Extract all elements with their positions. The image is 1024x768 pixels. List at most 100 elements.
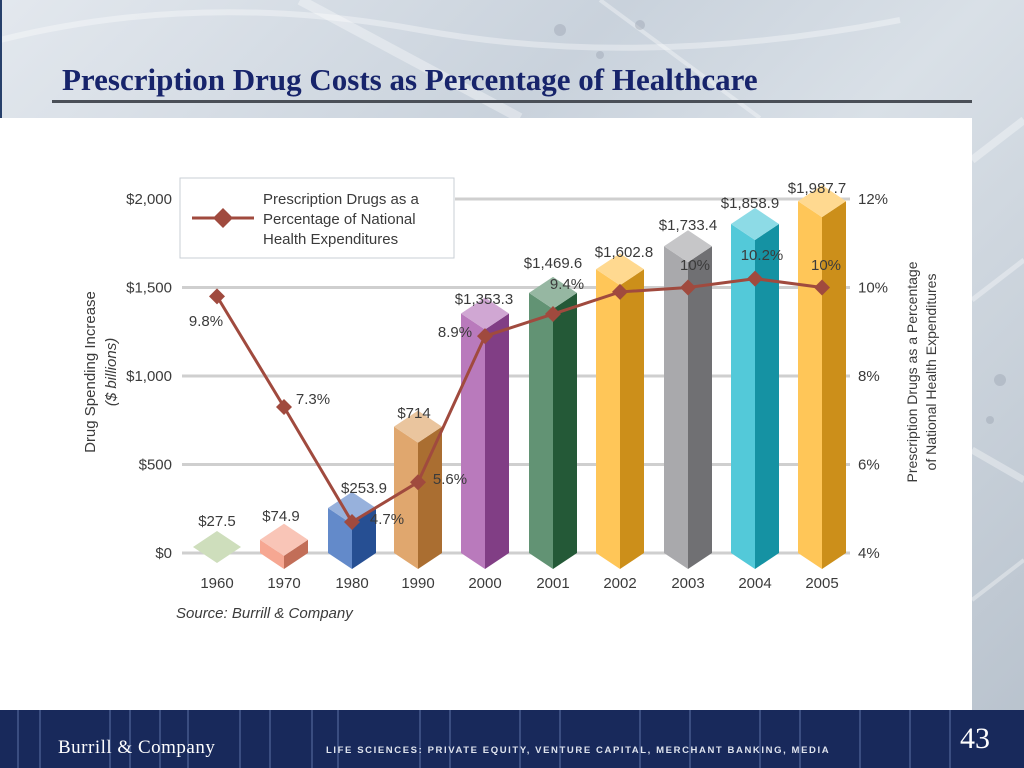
bar-2004: [731, 207, 779, 569]
bar-value-label: $1,987.7: [788, 180, 846, 197]
percentage-line: [209, 270, 830, 531]
right-axis-title-line-1: Prescription Drugs as a Percentage: [904, 261, 920, 482]
line-value-label: 4.7%: [370, 511, 404, 528]
right-tick-label: 12%: [858, 191, 888, 208]
left-tick-label: $0: [155, 545, 172, 562]
bar-value-label: $27.5: [198, 513, 236, 530]
bar-face-right: [553, 292, 577, 569]
slide-title: Prescription Drug Costs as Percentage of…: [62, 62, 758, 97]
line-marker-2003: [680, 279, 696, 296]
bar-top: [731, 207, 779, 240]
bar-top: [193, 531, 241, 563]
bar-value-label: $74.9: [262, 508, 300, 525]
percentage-line-path: [215, 277, 823, 525]
left-axis-title: Drug Spending Increase ($ billions): [82, 291, 120, 453]
bar-face-right: [418, 426, 442, 569]
line-value-label: 5.6%: [433, 471, 467, 488]
legend-label-2: Percentage of National: [263, 211, 416, 228]
line-value-label: 7.3%: [296, 391, 330, 408]
bar-face-left: [664, 246, 688, 569]
bar-face-right: [620, 269, 644, 569]
bar-2002: [596, 253, 644, 569]
bar-face-left: [461, 313, 485, 569]
chart: $0 4% $500 6% $1,000 8% $1,500 10% $2,000 12% $27.…: [82, 177, 939, 622]
bar-face-left: [731, 223, 755, 569]
footer-brand: Burrill & Company: [58, 737, 216, 758]
category-label: 2004: [738, 575, 771, 592]
line-marker-1960: [209, 288, 225, 305]
right-axis-title: Prescription Drugs as a Percentage of Na…: [904, 261, 939, 482]
legend-label-3: Health Expenditures: [263, 231, 398, 248]
bar-value-label: $253.9: [341, 480, 387, 497]
bar-value-label: $1,469.6: [524, 255, 582, 272]
bar-value-label: $1,733.4: [659, 217, 717, 234]
footer-decoration: [17, 710, 951, 768]
bars: [193, 185, 846, 569]
right-tick-label: 8%: [858, 368, 880, 385]
left-tick-label: $1,500: [126, 280, 172, 297]
category-label: 2005: [805, 575, 838, 592]
category-label: 2000: [468, 575, 501, 592]
legend-marker: [213, 208, 233, 228]
bar-top: [798, 185, 846, 218]
right-tick-label: 6%: [858, 457, 880, 474]
bar-face-left: [596, 269, 620, 569]
bar-1970: [260, 523, 308, 569]
bar-top: [596, 253, 644, 286]
bar-face-right: [688, 246, 712, 569]
category-label: 2003: [671, 575, 704, 592]
bar-face-right: [485, 313, 509, 569]
footer-tagline: LIFE SCIENCES: PRIVATE EQUITY, VENTURE C…: [326, 745, 831, 756]
left-axis-title-line-1: Drug Spending Increase: [82, 291, 99, 453]
chart-labels: $0 4% $500 6% $1,000 8% $1,500 10% $2,000 12% $27.…: [126, 180, 888, 592]
bar-value-label: $714: [397, 405, 430, 422]
line-marker-2000: [477, 328, 493, 345]
line-value-label: 10%: [680, 257, 710, 274]
bar-1960: [193, 531, 241, 563]
bar-1990: [394, 410, 442, 569]
line-value-label: 9.8%: [189, 313, 223, 330]
line-value-label: 10.2%: [741, 247, 784, 264]
left-tick-label: $1,000: [126, 368, 172, 385]
category-label: 1970: [267, 575, 300, 592]
right-tick-label: 4%: [858, 545, 880, 562]
line-marker-1980: [344, 514, 360, 531]
legend-label-1: Prescription Drugs as a: [263, 191, 420, 208]
category-label: 1980: [335, 575, 368, 592]
line-marker-2002: [612, 283, 628, 300]
line-marker-2005: [814, 279, 830, 296]
bar-top: [461, 297, 509, 330]
bar-value-label: $1,602.8: [595, 244, 653, 261]
bar-2003: [664, 230, 712, 569]
category-label: 1990: [401, 575, 434, 592]
bar-1980: [328, 492, 376, 569]
bar-2005: [798, 185, 846, 569]
bar-value-label: $1,858.9: [721, 195, 779, 212]
bar-face-right: [755, 223, 779, 569]
bar-top: [394, 410, 442, 443]
page-number: 43: [960, 722, 990, 755]
source-note: Source: Burrill & Company: [176, 605, 354, 622]
bar-face-left: [798, 201, 822, 569]
category-label: 1960: [200, 575, 233, 592]
line-value-label: 10%: [811, 257, 841, 274]
bar-value-label: $1,353.3: [455, 291, 513, 308]
bar-2001: [529, 276, 577, 569]
left-tick-label: $2,000: [126, 191, 172, 208]
line-marker-2001: [545, 306, 561, 323]
left-axis-title-line-2: ($ billions): [103, 338, 120, 406]
bar-face-left: [394, 426, 418, 569]
left-tick-label: $500: [139, 457, 172, 474]
bar-top: [260, 523, 308, 556]
line-value-label: 9.4%: [550, 276, 584, 293]
right-axis-title-line-2: of National Health Expenditures: [923, 274, 939, 471]
category-label: 2002: [603, 575, 636, 592]
bar-face-right: [822, 201, 846, 569]
footer-bar: [0, 710, 1024, 768]
line-marker-1990: [410, 474, 426, 491]
line-marker-1970: [276, 398, 292, 415]
bar-face-left: [260, 539, 284, 569]
category-label: 2001: [536, 575, 569, 592]
